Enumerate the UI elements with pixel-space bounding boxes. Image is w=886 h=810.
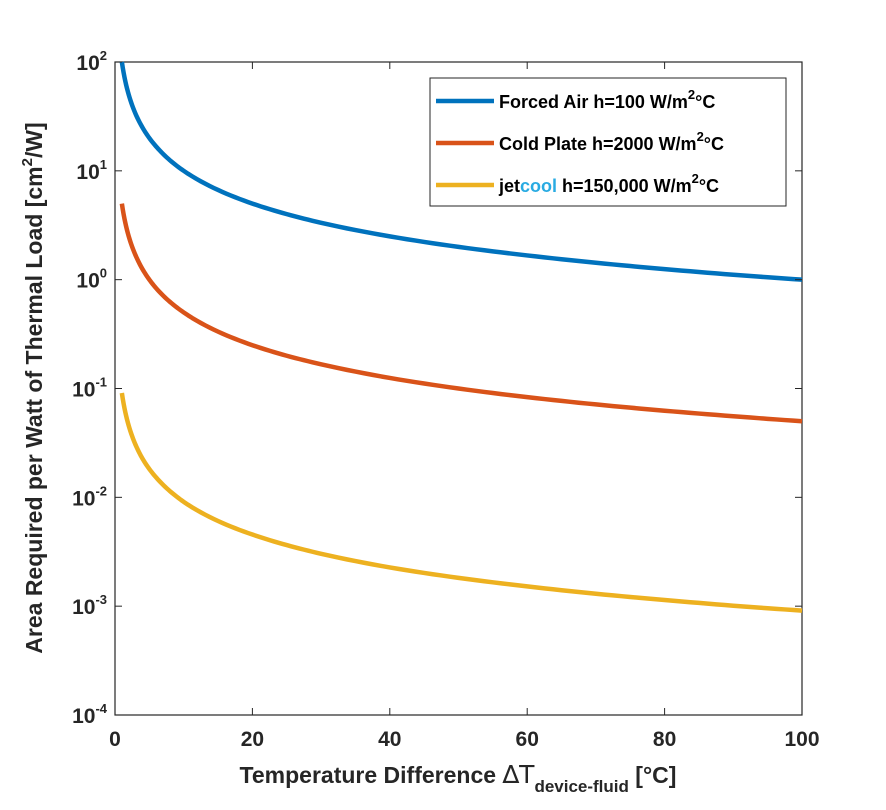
y-tick-label: 10-1 <box>72 375 107 402</box>
x-axis-label: Temperature Difference ∆Tdevice-fluid [°… <box>240 760 677 796</box>
y-tick-label: 102 <box>76 48 107 75</box>
y-tick-label: 100 <box>76 266 107 293</box>
x-tick-label: 0 <box>109 728 121 751</box>
series-line-2 <box>119 392 803 613</box>
y-tick-label: 10-4 <box>72 701 108 728</box>
y-tick-label: 10-3 <box>72 592 107 619</box>
x-tick-label: 60 <box>516 728 539 751</box>
y-tick-label: 10-2 <box>72 483 107 510</box>
series-line-1 <box>119 203 803 424</box>
legend-label-0: Forced Air h=100 W/m2°C <box>499 87 715 112</box>
x-tick-label: 20 <box>241 728 264 751</box>
x-tick-label: 40 <box>378 728 401 751</box>
y-tick-label: 101 <box>76 157 107 184</box>
axis-labels: Temperature Difference ∆Tdevice-fluid [°… <box>19 122 676 796</box>
y-axis-label: Area Required per Watt of Thermal Load [… <box>19 122 47 653</box>
x-tick-label: 100 <box>784 728 819 751</box>
legend-label-2: jetcool h=150,000 W/m2°C <box>498 171 719 196</box>
legend: Forced Air h=100 W/m2°C Cold Plate h=2000… <box>429 77 787 207</box>
series-line-0 <box>119 61 803 282</box>
x-tick-label: 80 <box>653 728 676 751</box>
data-lines <box>119 61 803 613</box>
legend-label-1: Cold Plate h=2000 W/m2°C <box>499 129 724 154</box>
tick-labels: 0 20 40 60 80 100 10-4 10-3 10-2 10-1 100 101 102 <box>72 48 819 751</box>
